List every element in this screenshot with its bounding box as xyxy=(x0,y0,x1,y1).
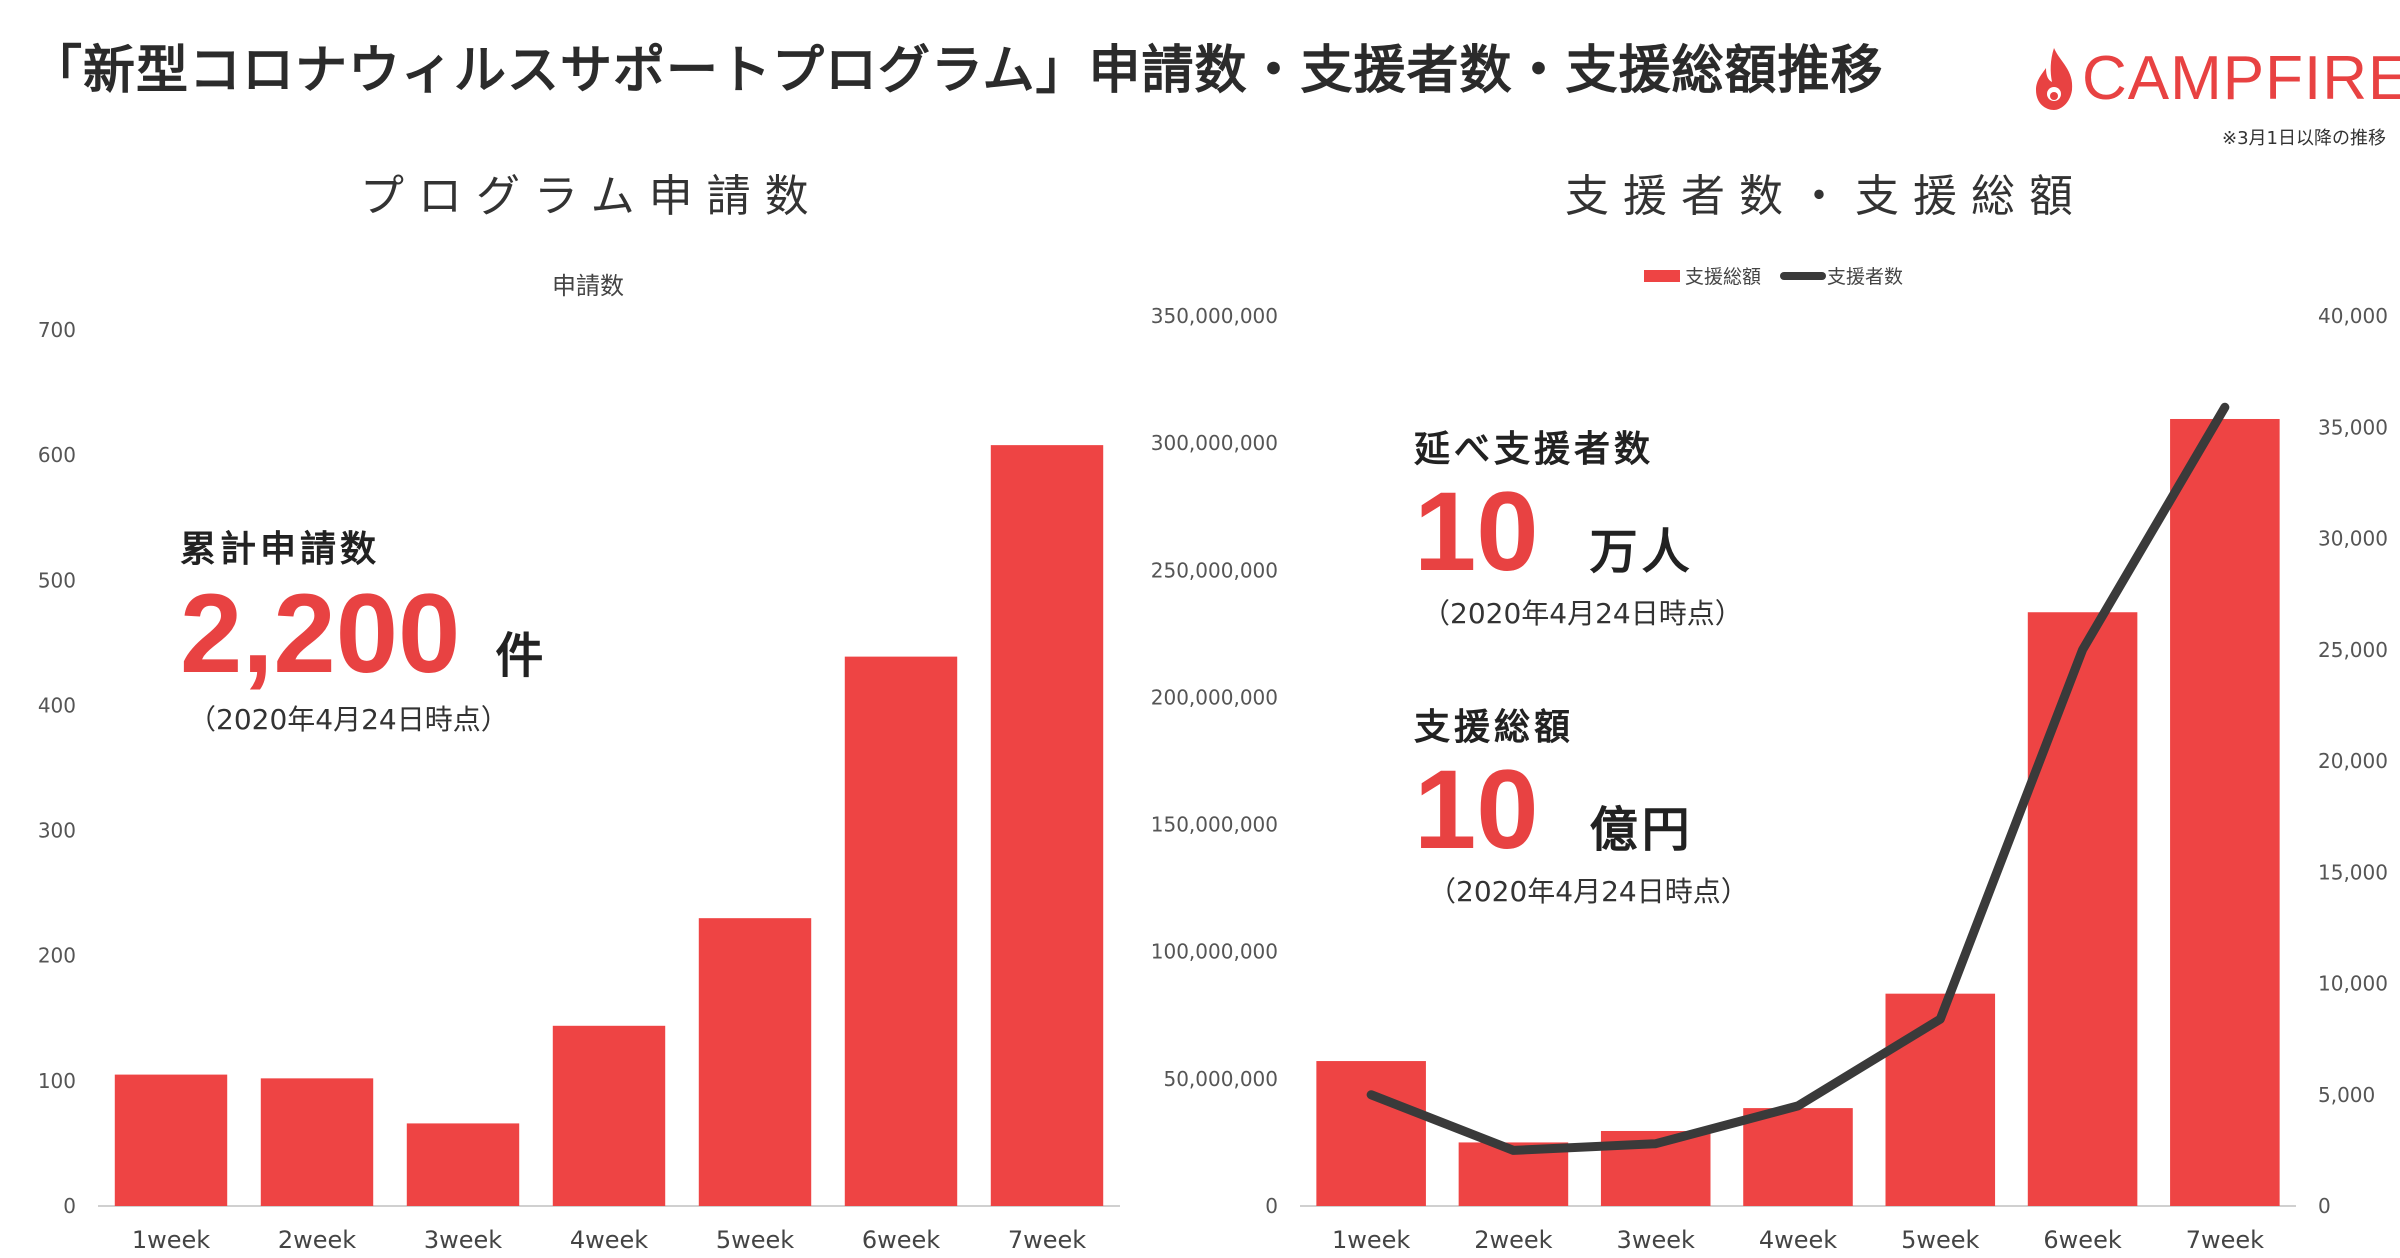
period-note: ※3月1日以降の推移 xyxy=(2222,128,2386,149)
x-tick-label: 2week xyxy=(278,1226,356,1254)
y-left-tick-label: 350,000,000 xyxy=(1151,304,1278,328)
total-amount-value: 10 xyxy=(1414,747,1539,872)
left-section-title: プログラム申請数 xyxy=(360,171,823,222)
supporters-date: （2020年4月24日時点） xyxy=(1422,597,1743,630)
bar xyxy=(406,1123,520,1206)
logo-wordmark: CAMPFIRE xyxy=(2082,44,2400,113)
bar xyxy=(114,1074,228,1206)
x-tick-label: 4week xyxy=(570,1226,648,1254)
bar xyxy=(1316,1061,1426,1206)
y-tick-label: 100 xyxy=(38,1069,76,1093)
y-right-tick-label: 20,000 xyxy=(2318,749,2388,773)
support-chart: 支援総額 支援者数 0 50,000,000 100,000,000 150,000,00… xyxy=(1151,266,2388,1254)
bar xyxy=(1885,993,1996,1206)
y-right-tick-label: 40,000 xyxy=(2318,304,2388,328)
y-right-tick-label: 25,000 xyxy=(2318,638,2388,662)
supporters-unit: 万人 xyxy=(1589,524,1694,580)
supporters-value: 10 xyxy=(1414,469,1539,594)
bar xyxy=(260,1078,374,1206)
y-left-tick-label: 250,000,000 xyxy=(1151,558,1278,582)
campfire-logo: CAMPFIRE xyxy=(2030,44,2400,114)
y-tick-label: 500 xyxy=(38,568,76,592)
y-right-tick-label: 10,000 xyxy=(2318,972,2388,996)
x-tick-label: 7week xyxy=(1008,1226,1086,1254)
bar xyxy=(552,1025,666,1206)
bar xyxy=(1743,1108,1853,1206)
y-left-tick-label: 150,000,000 xyxy=(1151,813,1278,837)
bar xyxy=(2027,612,2138,1206)
legend-label: 支援総額 xyxy=(1685,266,1761,288)
x-tick-label: 7week xyxy=(2186,1226,2264,1254)
total-applications-value: 2,200 xyxy=(180,571,461,696)
flame-icon xyxy=(2036,48,2073,110)
supporters-label: 延べ支援者数 xyxy=(1414,429,1655,470)
total-applications-callout: 累計申請数 2,200 件 （2020年4月24日時点） xyxy=(180,520,547,738)
y-tick-label: 400 xyxy=(38,693,76,717)
total-amount-unit: 億円 xyxy=(1589,802,1694,858)
x-tick-label: 3week xyxy=(1617,1226,1695,1254)
bar xyxy=(698,918,812,1206)
chart-title: 申請数 xyxy=(552,272,624,300)
x-tick-label: 6week xyxy=(862,1226,940,1254)
x-tick-label: 6week xyxy=(2043,1226,2121,1254)
y-right-tick-label: 35,000 xyxy=(2318,415,2388,439)
supporters-callout: 延べ支援者数 10 万人 （2020年4月24日時点） xyxy=(1414,420,1743,632)
y-left-tick-label: 100,000,000 xyxy=(1151,940,1278,964)
x-tick-label: 5week xyxy=(1901,1226,1979,1254)
total-applications-label: 累計申請数 xyxy=(180,529,381,570)
total-amount-callout: 支援総額 10 億円 （2020年4月24日時点） xyxy=(1414,698,1749,910)
y-right-tick-label: 15,000 xyxy=(2318,860,2388,884)
legend-swatch-bar xyxy=(1644,270,1680,282)
x-tick-label: 1week xyxy=(1332,1226,1410,1254)
x-tick-label: 5week xyxy=(716,1226,794,1254)
total-applications-unit: 件 xyxy=(495,628,548,684)
bar xyxy=(844,656,958,1206)
y-tick-label: 600 xyxy=(38,443,76,467)
y-right-tick-label: 5,000 xyxy=(2318,1083,2375,1107)
y-left-tick-label: 0 xyxy=(1265,1194,1278,1218)
right-section-title: 支援者数・支援総額 xyxy=(1565,171,2087,222)
y-left-tick-label: 50,000,000 xyxy=(1163,1067,1278,1091)
x-tick-label: 4week xyxy=(1759,1226,1837,1254)
bar xyxy=(990,445,1104,1206)
y-right-tick-label: 30,000 xyxy=(2318,527,2388,551)
y-tick-label: 200 xyxy=(38,944,76,968)
total-amount-date: （2020年4月24日時点） xyxy=(1428,875,1749,908)
page-title: 「新型コロナウィルスサポートプログラム」申請数・支援者数・支援総額推移 xyxy=(30,41,1884,101)
legend: 支援総額 支援者数 xyxy=(1644,266,1903,288)
total-applications-date: （2020年4月24日時点） xyxy=(188,703,509,736)
y-tick-label: 300 xyxy=(38,819,76,843)
bar xyxy=(2170,418,2280,1206)
y-right-tick-label: 0 xyxy=(2318,1194,2331,1218)
x-tick-label: 1week xyxy=(132,1226,210,1254)
y-left-tick-label: 300,000,000 xyxy=(1151,431,1278,455)
total-amount-label: 支援総額 xyxy=(1414,707,1575,748)
legend-label: 支援者数 xyxy=(1827,266,1903,288)
applications-chart: 申請数 0 100 200 300 400 500 600 700 1week 2week 3week… xyxy=(38,272,1120,1254)
x-tick-label: 3week xyxy=(424,1226,502,1254)
x-tick-label: 2week xyxy=(1474,1226,1552,1254)
y-tick-label: 0 xyxy=(63,1194,76,1218)
y-left-tick-label: 200,000,000 xyxy=(1151,685,1278,709)
y-tick-label: 700 xyxy=(38,318,76,342)
